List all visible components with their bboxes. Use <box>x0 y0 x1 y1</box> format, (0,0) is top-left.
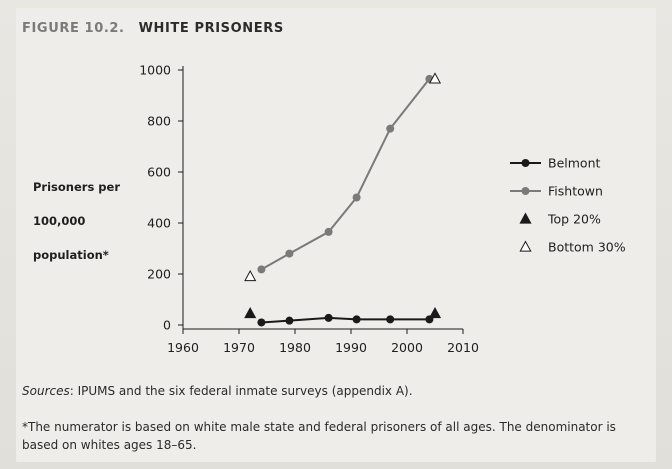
sources-note: Sources: IPUMS and the six federal inmat… <box>22 384 413 398</box>
belmont-point <box>257 318 266 327</box>
fishtown-point <box>285 249 294 258</box>
legend-top-20-marker <box>519 212 532 224</box>
sources-text: : IPUMS and the six federal inmate surve… <box>69 384 413 398</box>
y-tick-label: 800 <box>147 114 171 129</box>
x-tick-label: 2010 <box>447 340 479 355</box>
belmont-point <box>324 313 333 322</box>
y-tick-label: 600 <box>147 165 171 180</box>
y-axis-label-line-3: population* <box>33 248 109 262</box>
chart-legend: Belmont Fishtown Top 20% Bottom 30% <box>510 156 626 255</box>
belmont-point <box>352 315 361 324</box>
x-tick-label: 1960 <box>167 340 199 355</box>
x-tick-label: 2000 <box>391 340 423 355</box>
legend-fishtown-marker <box>521 187 530 195</box>
fishtown-point <box>352 193 361 202</box>
legend-bottom-30-label: Bottom 30% <box>548 240 626 255</box>
y-tick-label: 200 <box>147 267 171 282</box>
chart-marks <box>244 72 442 327</box>
y-tick-label: 0 <box>163 318 171 333</box>
y-axis-label-line-1: Prisoners per <box>33 180 120 194</box>
figure-number: FIGURE 10.2. <box>22 21 125 36</box>
figure-panel <box>16 8 656 462</box>
x-tick-label: 1970 <box>223 340 255 355</box>
legend-bottom-30-marker <box>519 240 532 252</box>
bottom-30-point <box>244 270 257 282</box>
x-tick-label: 1990 <box>335 340 367 355</box>
y-axis-label: Prisoners per 100,000 population* <box>33 170 138 272</box>
bottom-30-point <box>428 72 442 84</box>
legend-belmont-label: Belmont <box>548 156 600 171</box>
belmont-series-line <box>261 316 430 324</box>
y-tick-label: 400 <box>147 216 171 231</box>
belmont-point <box>285 316 294 325</box>
footnote: *The numerator is based on white male st… <box>22 420 616 452</box>
sources-label: Sources <box>22 384 70 398</box>
chart-axes: 0 200 400 600 800 1000 1960 1970 1980 1990 2000 201… <box>139 63 479 356</box>
legend-belmont-marker <box>521 159 530 167</box>
fishtown-point <box>386 124 395 133</box>
legend-top-20-label: Top 20% <box>547 212 601 227</box>
x-tick-label: 1980 <box>279 340 311 355</box>
fishtown-point <box>257 265 266 274</box>
figure-title: FIGURE 10.2. WHITE PRISONERS <box>22 21 284 36</box>
belmont-point <box>386 315 395 324</box>
fishtown-series-line <box>260 78 431 271</box>
top-20-point <box>428 306 442 319</box>
legend-fishtown-label: Fishtown <box>548 184 603 199</box>
y-tick-label: 1000 <box>139 63 171 78</box>
top-20-point <box>244 306 257 319</box>
figure-name: WHITE PRISONERS <box>138 21 284 36</box>
y-axis-label-line-2: 100,000 <box>33 214 86 228</box>
fishtown-point <box>324 227 333 236</box>
